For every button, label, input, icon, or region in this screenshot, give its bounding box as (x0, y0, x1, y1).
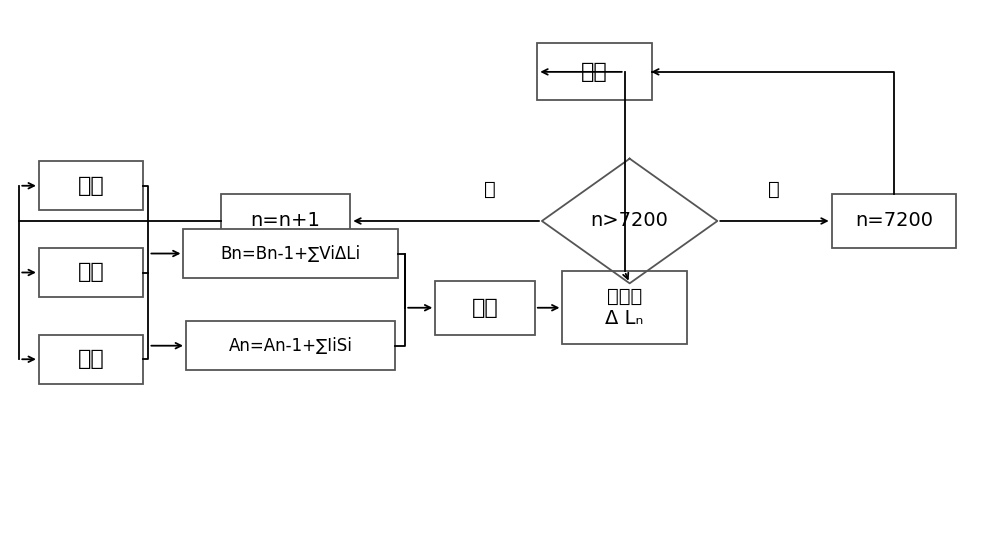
Text: 补偶: 补偶 (581, 62, 608, 82)
FancyBboxPatch shape (183, 229, 398, 278)
Text: 位移: 位移 (78, 175, 105, 196)
Text: 否: 否 (484, 180, 496, 199)
Text: n>7200: n>7200 (591, 211, 669, 231)
Text: 模型: 模型 (472, 298, 498, 318)
Text: n=7200: n=7200 (855, 211, 933, 231)
FancyBboxPatch shape (39, 161, 143, 210)
FancyBboxPatch shape (186, 322, 395, 370)
Text: 电流: 电流 (78, 349, 105, 370)
Text: Bn=Bn-1+∑ViΔLi: Bn=Bn-1+∑ViΔLi (221, 245, 361, 263)
FancyBboxPatch shape (39, 335, 143, 384)
FancyBboxPatch shape (537, 44, 652, 100)
FancyBboxPatch shape (562, 271, 687, 344)
FancyBboxPatch shape (221, 194, 350, 248)
Text: n=n+1: n=n+1 (251, 211, 321, 231)
Text: 是: 是 (768, 180, 780, 199)
FancyBboxPatch shape (832, 194, 956, 248)
Text: 变形量
Δ Lₙ: 变形量 Δ Lₙ (605, 287, 644, 328)
FancyBboxPatch shape (435, 281, 535, 335)
Text: An=An-1+∑IiSi: An=An-1+∑IiSi (229, 337, 353, 355)
FancyBboxPatch shape (39, 248, 143, 297)
Text: 速度: 速度 (78, 263, 105, 282)
